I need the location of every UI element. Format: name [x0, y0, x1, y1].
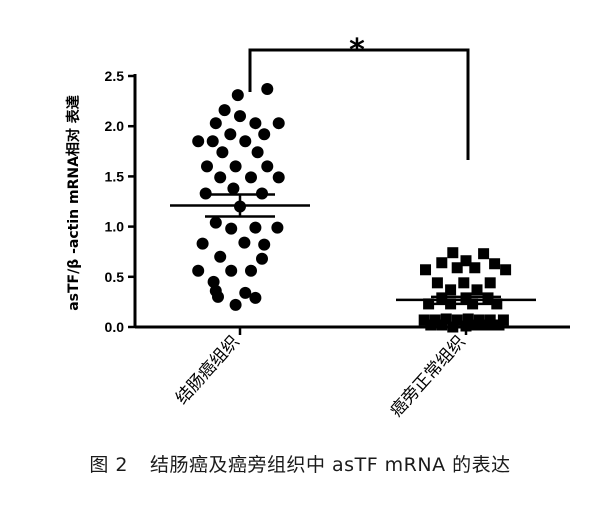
data-point-square [482, 319, 494, 331]
data-point-circle [249, 291, 262, 304]
data-point-square [458, 277, 470, 289]
data-point-circle [239, 286, 252, 299]
data-point-circle [231, 89, 244, 102]
data-point-circle [192, 264, 205, 277]
y-tick-label: 0.5 [105, 269, 125, 285]
y-tick-label: 1.5 [105, 168, 125, 184]
data-point-square [436, 319, 448, 331]
y-tick-label: 2.0 [105, 118, 125, 134]
data-point-circle [272, 117, 285, 130]
data-point-square [462, 313, 474, 325]
scatter-chart: 0.0 0.5 1.0 1.5 2.0 2.5 asTF/β -actin mRNA相对 … [65, 33, 570, 421]
data-point-circle [214, 250, 227, 263]
data-point-square [500, 264, 512, 276]
y-tick-label: 2.5 [105, 68, 125, 84]
data-point-circle [227, 182, 240, 195]
significance-marker: * [349, 33, 365, 68]
data-point-circle [206, 135, 219, 148]
data-point-circle [214, 171, 227, 184]
data-point-square [478, 248, 490, 260]
data-point-circle [271, 221, 284, 234]
y-tick-label: 0.0 [105, 319, 125, 335]
data-point-square [471, 284, 483, 296]
significance-bracket [248, 48, 470, 160]
data-point-circle [209, 117, 222, 130]
data-point-circle [229, 160, 242, 173]
data-point-square [471, 319, 483, 331]
data-point-circle [207, 275, 220, 288]
data-point-square [447, 321, 459, 333]
y-tick-label: 1.0 [105, 219, 125, 235]
data-point-square [440, 313, 452, 325]
data-point-circle [239, 135, 252, 148]
data-point-square [436, 257, 448, 269]
data-point-circle [238, 236, 251, 249]
data-point-square [425, 319, 437, 331]
data-point-square [451, 262, 463, 274]
data-point-square [489, 258, 501, 270]
data-points [192, 83, 512, 333]
data-point-circle [225, 222, 238, 235]
figure-caption-text: 结肠癌及癌旁组织中 asTF mRNA 的表达 [150, 454, 511, 476]
x-category-label: 癌旁正常组织 [387, 332, 470, 421]
significance-bracket-line [248, 48, 470, 160]
data-point-square [431, 277, 443, 289]
data-point-circle [212, 290, 224, 303]
data-point-square [460, 320, 472, 332]
figure-label: 图 2 [89, 454, 128, 476]
y-axis-label: asTF/β -actin mRNA相对 表達 [65, 95, 82, 311]
data-point-square [460, 255, 472, 267]
data-point-circle [256, 252, 268, 265]
data-point-circle [272, 171, 285, 184]
data-point-circle [258, 128, 271, 141]
data-point-circle [249, 117, 262, 130]
data-point-square [423, 298, 435, 310]
y-ticks: 0.0 0.5 1.0 1.5 2.0 2.5 [105, 68, 135, 335]
data-point-square [447, 247, 459, 259]
mean-sem-bars [170, 193, 536, 306]
data-point-square [484, 277, 496, 289]
data-point-square [493, 319, 505, 331]
data-point-circle [201, 160, 213, 173]
data-point-circle [249, 221, 262, 234]
data-point-circle [245, 264, 257, 277]
data-point-circle [225, 264, 238, 277]
data-point-circle [209, 216, 222, 229]
data-point-circle [216, 146, 229, 159]
x-category-label: 结肠癌组织 [172, 332, 244, 409]
data-point-circle [218, 104, 231, 117]
data-point-square [451, 314, 463, 326]
data-point-circle [261, 83, 274, 96]
data-point-circle [245, 171, 257, 184]
data-point-circle [234, 110, 246, 123]
data-point-square [420, 264, 432, 276]
data-point-circle [261, 160, 274, 173]
data-point-circle [258, 238, 271, 251]
data-point-circle [229, 298, 242, 311]
figure-caption: 图 2 结肠癌及癌旁组织中 asTF mRNA 的表达 [0, 450, 600, 477]
data-point-circle [224, 128, 237, 141]
data-point-circle [192, 135, 205, 148]
data-point-circle [251, 146, 264, 159]
data-point-square [469, 262, 481, 274]
data-point-square [418, 314, 430, 326]
data-point-circle [196, 237, 209, 250]
data-point-square [445, 284, 457, 296]
